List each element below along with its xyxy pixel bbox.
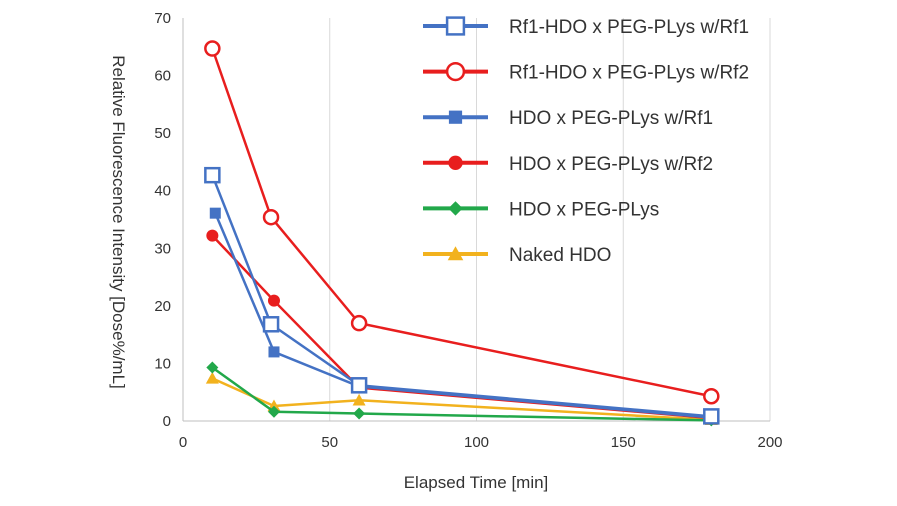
legend-label: HDO x PEG-PLys	[509, 199, 659, 220]
legend-item: HDO x PEG-PLys w/Rf2	[423, 154, 713, 175]
series	[206, 361, 718, 427]
x-tick-label: 100	[464, 434, 489, 451]
y-tick-label: 0	[163, 413, 171, 430]
legend-item: HDO x PEG-PLys	[423, 199, 659, 220]
series-line	[211, 234, 712, 420]
data-point-diamond	[448, 201, 463, 216]
data-point-square	[209, 207, 221, 219]
data-point-open-square	[350, 377, 368, 394]
x-tick-label: 50	[321, 434, 338, 451]
gridlines	[329, 18, 771, 421]
legend-label: Rf1-HDO x PEG-PLys w/Rf2	[509, 63, 749, 84]
legend-label: Rf1-HDO x PEG-PLys w/Rf1	[509, 17, 749, 38]
legend-item: HDO x PEG-PLys w/Rf1	[423, 108, 713, 129]
legend: Rf1-HDO x PEG-PLys w/Rf1 Rf1-HDO x PEG-PL…	[423, 16, 749, 266]
series	[205, 371, 718, 426]
legend-item: Rf1-HDO x PEG-PLys w/Rf2	[423, 61, 749, 84]
series-line	[211, 377, 712, 422]
y-tick-label: 20	[154, 298, 171, 315]
data-point-open-circle	[350, 314, 368, 332]
data-point-triangle	[205, 371, 219, 384]
x-tick-label: 0	[179, 434, 187, 451]
data-point-open-square	[445, 16, 466, 36]
data-point-open-circle	[703, 387, 720, 405]
y-axis-label: Relative Fluorescence Intensity [Dose%/m…	[109, 55, 128, 389]
y-tick-label: 50	[154, 125, 171, 142]
data-point-circle	[206, 229, 219, 242]
data-point-open-circle	[204, 40, 221, 57]
y-tick-label: 10	[154, 355, 171, 372]
series	[209, 207, 717, 424]
data-point-triangle	[352, 393, 366, 406]
data-point-triangle	[447, 246, 464, 261]
legend-label: HDO x PEG-PLys w/Rf2	[509, 154, 713, 175]
series-line	[211, 48, 712, 398]
legend-label: HDO x PEG-PLys w/Rf1	[509, 108, 713, 129]
y-tick-label: 40	[154, 183, 171, 200]
data-point-diamond	[353, 407, 366, 420]
series-lines	[204, 40, 720, 427]
axes: 0 50 100 150 200 0 10 20 30 40 50 60 70	[154, 10, 782, 451]
data-point-circle	[448, 155, 463, 170]
x-axis-label: Elapsed Time [min]	[404, 473, 549, 492]
series-line	[211, 174, 712, 418]
data-point-open-square	[204, 166, 221, 184]
data-point-open-circle	[445, 61, 466, 82]
data-point-open-square	[262, 316, 280, 333]
y-tick-label: 60	[154, 68, 171, 85]
data-point-circle	[267, 294, 280, 307]
series	[204, 40, 720, 405]
series	[204, 166, 720, 425]
series-line	[211, 366, 712, 422]
x-tick-label: 150	[611, 434, 636, 451]
y-tick-label: 30	[154, 240, 171, 257]
data-point-square	[268, 346, 280, 358]
legend-item: Rf1-HDO x PEG-PLys w/Rf1	[423, 16, 749, 38]
data-point-open-square	[703, 408, 720, 425]
data-point-open-circle	[262, 208, 280, 226]
y-tick-label: 70	[154, 10, 171, 27]
data-point-diamond	[206, 361, 219, 374]
legend-label: Naked HDO	[509, 245, 611, 266]
data-point-square	[448, 110, 463, 124]
data-point-diamond	[267, 405, 280, 418]
legend-item: Naked HDO	[423, 245, 611, 266]
x-tick-label: 200	[757, 434, 782, 451]
